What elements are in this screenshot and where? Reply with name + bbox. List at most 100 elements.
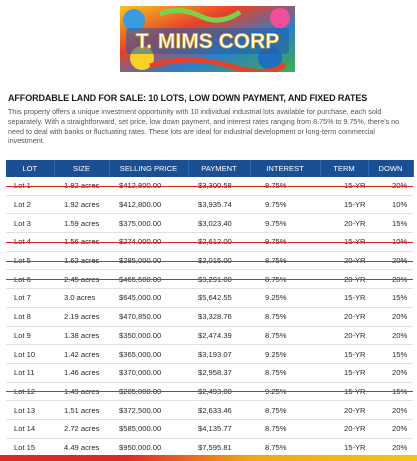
table-cell: $3,935.74	[188, 195, 250, 215]
table-cell: 1.49 acres	[54, 382, 109, 402]
table-cell: $3,023.40	[188, 213, 250, 234]
table-row: Lot 14 2.72 acres $585,000.00 $4,135.77 8.75…	[6, 419, 413, 439]
table-cell: 20-YR	[320, 213, 368, 234]
table-cell: Lot 3	[6, 213, 54, 234]
table-cell: 20-YR	[320, 400, 368, 420]
description-text: This property offers a unique investment…	[8, 107, 400, 146]
table-cell: 2.45 acres	[54, 269, 109, 290]
table-cell: $3,300.58	[188, 177, 250, 196]
table-row: Lot 5 1.62 acres $285,000.00 $2,015.00 8.75%…	[6, 251, 413, 271]
table-cell: $5,642.55	[188, 288, 250, 308]
table-cell: $3,291.00	[188, 269, 250, 290]
table-row: Lot 15 4.49 acres $950,000.00 $7,595.81 8.75…	[6, 438, 413, 458]
col-header-term: TERM	[320, 160, 369, 177]
footer-accent-bar	[0, 455, 417, 461]
lots-table: LOT SIZE SELLING PRICE PAYMENT INTEREST …	[6, 160, 414, 458]
table-row: Lot 10 1.42 acres $365,000.00 $3,193.07 9.25…	[6, 344, 413, 364]
table-cell: 15-YR	[320, 438, 368, 458]
table-cell: 20%	[368, 307, 413, 327]
table-cell: 1.92 acres	[54, 195, 109, 215]
table-cell: $585,000.00	[109, 419, 188, 439]
table-cell: $274,000.00	[109, 232, 188, 252]
table-cell: 15-YR	[320, 177, 368, 196]
table-cell: 15-YR	[320, 344, 368, 364]
table-cell: $285,000.00	[109, 382, 188, 402]
table-cell: 15%	[368, 288, 413, 308]
table-cell: 9.25%	[250, 288, 320, 308]
col-header-down: DOWN	[368, 160, 414, 177]
table-cell: $2,493.00	[188, 382, 250, 402]
table-cell: 8.75%	[250, 326, 320, 346]
table-cell: Lot 1	[6, 177, 54, 196]
table-row: Lot 9 1.38 acres $350,000.00 $2,474.39 8.75%…	[6, 326, 413, 346]
table-cell: Lot 5	[6, 251, 54, 271]
table-cell: 10%	[368, 232, 413, 252]
table-cell: 20%	[368, 177, 413, 196]
table-cell: Lot 8	[6, 307, 54, 327]
table-cell: $3,328.76	[188, 307, 250, 327]
table-cell: $372,500.00	[109, 400, 188, 420]
header: T. MIMS CORP	[0, 0, 417, 82]
table-cell: $2,015.00	[188, 251, 250, 271]
table-cell: 20%	[368, 400, 413, 420]
table-cell: Lot 9	[6, 326, 54, 346]
table-cell: 2.19 acres	[54, 307, 109, 327]
table-cell: $2,474.39	[188, 326, 250, 346]
table-cell: 20%	[368, 269, 413, 290]
table-cell: $7,595.81	[188, 438, 250, 458]
table-cell: 20%	[368, 363, 413, 383]
table-cell: 20%	[368, 326, 413, 346]
col-header-size: SIZE	[54, 160, 110, 177]
table-cell: 20%	[368, 419, 413, 439]
page-title: AFFORDABLE LAND FOR SALE: 10 LOTS, LOW D…	[8, 93, 368, 103]
table-cell: 20%	[368, 438, 413, 458]
table-cell: Lot 2	[6, 195, 54, 215]
table-row: Lot 6 2.45 acres $465,500.00 $3,291.00 8.75%…	[6, 269, 413, 290]
table-cell: Lot 7	[6, 288, 54, 308]
table-cell: 8.75%	[250, 251, 320, 271]
col-header-selling-price: SELLING PRICE	[109, 160, 189, 177]
table-cell: Lot 13	[6, 400, 54, 420]
table-cell: $350,000.00	[109, 326, 188, 346]
table-cell: 20-YR	[320, 419, 368, 439]
table-cell: 1.46 acres	[54, 363, 109, 383]
table-cell: 1.59 acres	[54, 213, 109, 234]
company-logo: T. MIMS CORP	[120, 6, 295, 72]
col-header-payment: PAYMENT	[188, 160, 251, 177]
table-row: Lot 2 1.92 acres $412,800.00 $3,935.74 9.75%…	[6, 195, 413, 215]
table-cell: $375,000.00	[109, 213, 188, 234]
table-cell: 20-YR	[320, 269, 368, 290]
table-cell: 9.25%	[250, 344, 320, 364]
table-cell: Lot 15	[6, 438, 54, 458]
logo-text: T. MIMS CORP	[136, 30, 280, 53]
table-cell: 1.62 acres	[54, 251, 109, 271]
table-cell: $645,000.00	[109, 288, 188, 308]
table-row: Lot 8 2.19 acres $470,850.00 $3,328.76 8.75%…	[6, 307, 413, 327]
table-cell: 2.72 acres	[54, 419, 109, 439]
table-cell: $4,135.77	[188, 419, 250, 439]
table-cell: 10%	[368, 195, 413, 215]
table-cell: $370,000.00	[109, 363, 188, 383]
table-cell: 8.75%	[250, 307, 320, 327]
table-cell: 8.75%	[250, 363, 320, 383]
table-cell: 1.38 acres	[54, 326, 109, 346]
table-cell: Lot 11	[6, 363, 54, 383]
col-header-interest: INTEREST	[250, 160, 321, 177]
table-row: Lot 12 1.49 acres $285,000.00 $2,493.00 9.25…	[6, 382, 413, 402]
table-cell: $950,000.00	[109, 438, 188, 458]
table-cell: $2,612.00	[188, 232, 250, 252]
table-cell: 1.92 acres	[54, 177, 109, 196]
table-cell: $365,000.00	[109, 344, 188, 364]
table-cell: 1.56 acres	[54, 232, 109, 252]
table-cell: Lot 14	[6, 419, 54, 439]
table-cell: 20-YR	[320, 326, 368, 346]
table-cell: 8.75%	[250, 438, 320, 458]
table-cell: 8.75%	[250, 419, 320, 439]
table-cell: Lot 4	[6, 232, 54, 252]
table-row: Lot 7 3.0 acres $645,000.00 $5,642.55 9.25% 1…	[6, 288, 413, 308]
table-cell: $412,800.00	[109, 177, 188, 196]
table-cell: 20-YR	[320, 251, 368, 271]
table-cell: Lot 6	[6, 269, 54, 290]
table-cell: $412,800.00	[109, 195, 188, 215]
table-cell: 1.51 acres	[54, 400, 109, 420]
